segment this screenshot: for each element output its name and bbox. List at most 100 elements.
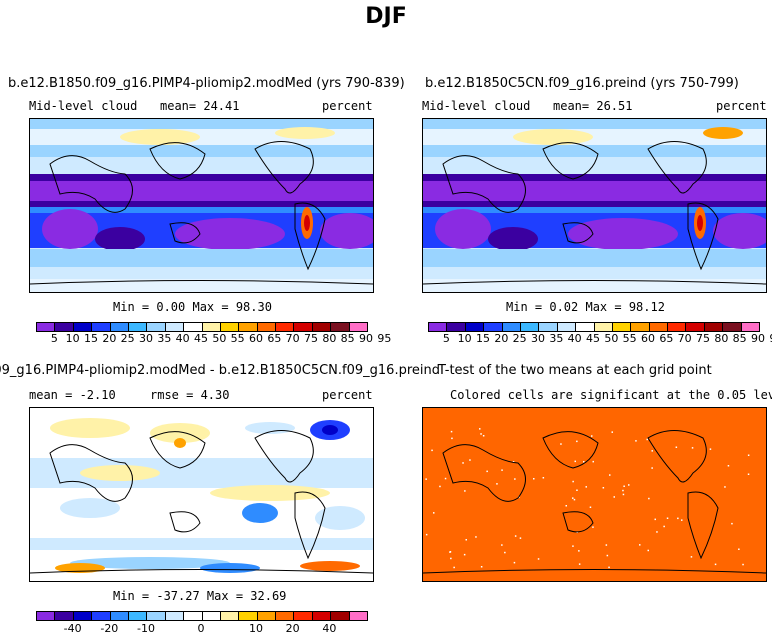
colorbar-swatch — [349, 323, 368, 331]
non-significant-cell — [738, 548, 740, 550]
colorbar-swatch — [147, 323, 166, 331]
colorbar-swatch — [220, 612, 240, 620]
colorbar-tick-label: 30 — [139, 332, 153, 345]
non-significant-cell — [622, 493, 625, 496]
non-significant-cell — [512, 461, 515, 463]
non-significant-cell — [605, 544, 608, 546]
non-significant-cell — [576, 440, 578, 443]
non-significant-cell — [585, 486, 587, 488]
non-significant-cell — [747, 454, 750, 456]
colorbar-swatch — [668, 323, 687, 331]
non-significant-cell — [591, 435, 593, 437]
colorbar-swatch — [128, 323, 148, 331]
panel2-map — [422, 118, 767, 293]
colorbar-tick-label: 50 — [212, 332, 227, 345]
non-significant-cell — [464, 490, 466, 492]
non-significant-cell — [592, 526, 594, 528]
non-significant-cell — [425, 533, 428, 536]
colorbar-tick-label: 85 — [340, 332, 355, 345]
panel4-title: T-test of the two means at each grid poi… — [438, 363, 712, 378]
colorbar-swatch — [184, 612, 203, 620]
colorbar-swatch — [686, 323, 705, 331]
non-significant-cell — [709, 448, 712, 450]
panel2-map-svg — [423, 119, 766, 292]
colorbar-swatch — [276, 612, 295, 620]
colorbar-swatch — [312, 323, 332, 331]
figure-title: DJF — [365, 4, 407, 29]
non-significant-cell — [608, 566, 610, 569]
colorbar-swatch — [576, 323, 595, 331]
panel3-stats: Min = -37.27 Max = 32.69 — [113, 589, 287, 603]
panel2-mean-label: mean= 26.51 — [553, 99, 633, 113]
panel3-rmse-label: rmse = 4.30 — [150, 388, 230, 402]
non-significant-cell — [501, 469, 503, 471]
colorbar-swatch — [184, 323, 203, 331]
non-significant-cell — [465, 539, 467, 541]
colorbar-tick-label: 50 — [604, 332, 619, 345]
non-significant-cell — [690, 556, 693, 558]
colorbar-tick-label: 0 — [197, 622, 205, 635]
colorbar-tick-label: 40 — [175, 332, 190, 345]
colorbar-tick-label: 55 — [230, 332, 245, 345]
colorbar-tick-label: 35 — [157, 332, 172, 345]
colorbar-swatch — [37, 612, 56, 620]
non-significant-cell — [651, 467, 653, 469]
panel4-map-svg — [423, 408, 766, 581]
non-significant-cell — [560, 443, 562, 445]
non-significant-cell — [574, 460, 576, 463]
colorbar-tick-label: 90 — [359, 332, 373, 345]
colorbar-swatch — [110, 323, 129, 331]
panel4-map — [422, 407, 767, 582]
colorbar-swatch — [257, 323, 277, 331]
non-significant-cell — [469, 459, 471, 461]
non-significant-cell — [677, 517, 679, 520]
non-significant-cell — [727, 465, 730, 467]
colorbar-swatch — [312, 612, 332, 620]
colorbar-swatch — [594, 323, 613, 331]
colorbar-tick-label: 55 — [622, 332, 637, 345]
panel3-colorbar — [36, 611, 368, 621]
colorbar-swatch — [331, 323, 350, 331]
non-significant-cell — [514, 478, 516, 480]
non-significant-cell — [425, 478, 427, 480]
colorbar-swatch — [447, 323, 466, 331]
colorbar-tick-label: 85 — [732, 332, 747, 345]
non-significant-cell — [651, 450, 653, 452]
colorbar-swatch — [55, 612, 74, 620]
colorbar-tick-label: 10 — [249, 622, 263, 635]
panel2-left-label: Mid-level cloud — [422, 99, 531, 113]
non-significant-cell — [646, 438, 648, 441]
colorbar-tick-label: 10 — [65, 332, 80, 345]
non-significant-cell — [622, 489, 624, 492]
panel3-units-label: percent — [322, 388, 373, 402]
non-significant-cell — [496, 483, 498, 485]
non-significant-cell — [647, 549, 649, 552]
colorbar-swatch — [220, 323, 240, 331]
colorbar-tick-label: 40 — [322, 622, 337, 635]
colorbar-swatch — [349, 612, 368, 620]
panel1-left-label: Mid-level cloud — [29, 99, 138, 113]
non-significant-cell — [533, 478, 535, 480]
non-significant-cell — [576, 489, 578, 491]
colorbar-tick-label: 15 — [476, 332, 490, 345]
colorbar-swatch — [331, 612, 350, 620]
colorbar-tick-label: 65 — [267, 332, 282, 345]
non-significant-cell — [663, 525, 665, 528]
panel1-units-label: percent — [322, 99, 373, 113]
colorbar-swatch — [649, 323, 669, 331]
non-significant-cell — [444, 477, 447, 480]
panel1-stats: Min = 0.00 Max = 98.30 — [113, 300, 272, 314]
colorbar-tick-label: 15 — [84, 332, 98, 345]
colorbar-swatch — [294, 323, 313, 331]
panel3-mean-label: mean = -2.10 — [29, 388, 116, 402]
panel2-title: b.e12.B1850C5CN.f09_g16.preind (yrs 750-… — [425, 76, 739, 91]
non-significant-cell — [463, 553, 466, 556]
non-significant-cell — [613, 496, 615, 498]
colorbar-swatch — [539, 323, 558, 331]
non-significant-cell — [514, 535, 517, 537]
non-significant-cell — [431, 449, 433, 452]
colorbar-swatch — [276, 323, 295, 331]
non-significant-cell — [451, 437, 453, 440]
colorbar-tick-label: 10 — [457, 332, 472, 345]
colorbar-tick-label: 20 — [285, 622, 300, 635]
